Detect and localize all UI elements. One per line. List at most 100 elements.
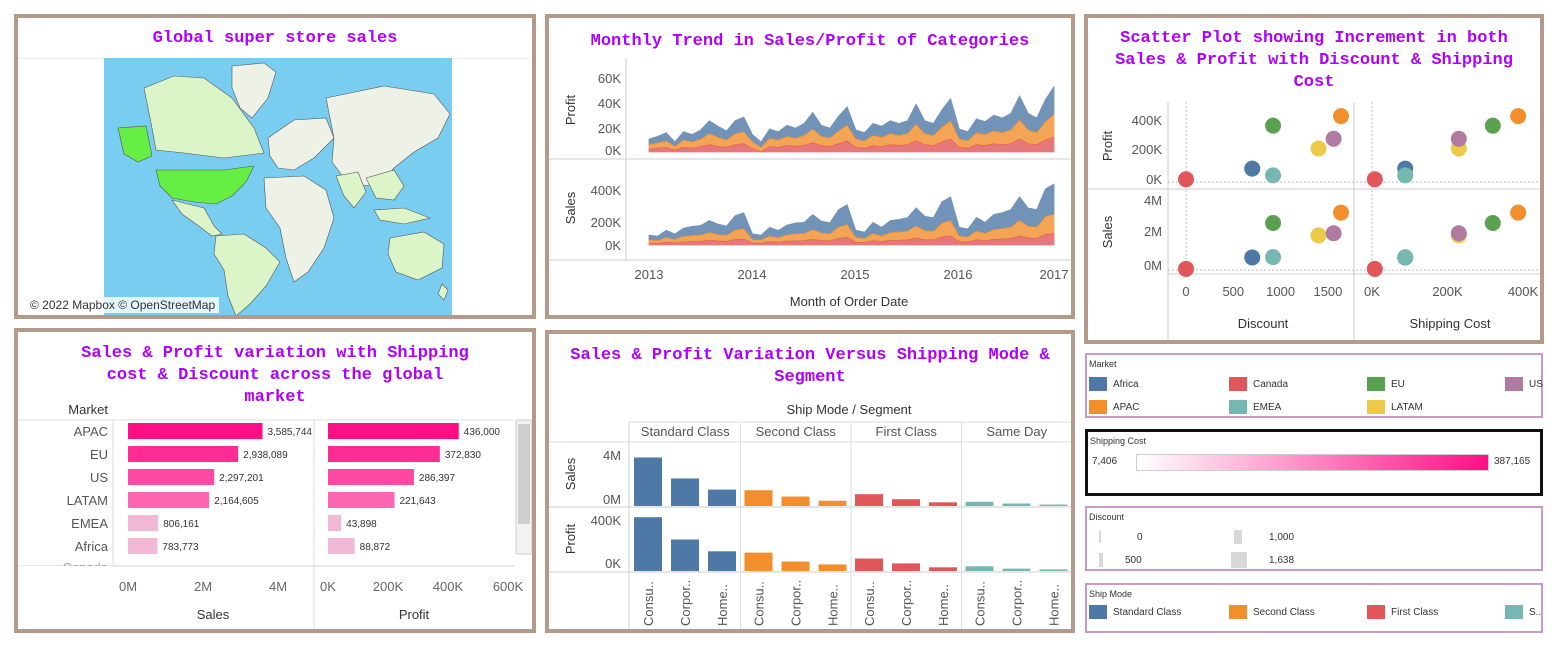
discount-size-500 bbox=[1099, 553, 1103, 567]
shipcost-legend[interactable]: Shipping Cost 7,406 387,165 bbox=[1085, 429, 1543, 496]
ship-ptick-400k: 400K bbox=[591, 513, 622, 528]
legend-item-second[interactable]: Second Class bbox=[1229, 605, 1315, 619]
legend-item-latam[interactable]: LATAM bbox=[1367, 400, 1423, 414]
sales-value-label: 3,585,744 bbox=[267, 427, 312, 438]
scatter-point bbox=[1265, 215, 1281, 231]
market-legend-title: Market bbox=[1089, 359, 1117, 369]
shipmode-chart[interactable]: Ship Mode / Segment Sales Profit 4M 0M 4… bbox=[549, 396, 1071, 630]
discount-legend-title: Discount bbox=[1089, 512, 1124, 522]
shipmode-header-label: Same Day bbox=[986, 424, 1047, 439]
legend-label-canada: Canada bbox=[1253, 379, 1288, 390]
scatter-point bbox=[1178, 171, 1194, 187]
scatter-stick-4m: 4M bbox=[1144, 193, 1162, 208]
trend-stick-0k: 0K bbox=[605, 238, 621, 253]
sales-bar bbox=[819, 501, 847, 506]
shipcost-min: 7,406 bbox=[1092, 456, 1117, 467]
scatter-point bbox=[1485, 118, 1501, 134]
profit-value-label: 436,000 bbox=[464, 427, 501, 438]
scatter-chart[interactable]: Profit Sales 400K 200K 0K 4M 2M 0M Disco… bbox=[1088, 102, 1540, 340]
scatter-ylabel-profit: Profit bbox=[1100, 130, 1115, 161]
profit-bar bbox=[328, 423, 459, 439]
profit-tick: 400K bbox=[433, 579, 464, 594]
sales-bar bbox=[966, 502, 994, 506]
trend-ptick-60k: 60K bbox=[598, 71, 621, 86]
profit-value-label: 43,898 bbox=[346, 519, 377, 530]
profit-bar bbox=[328, 515, 341, 531]
swatch-second bbox=[1229, 605, 1247, 619]
scatter-stick-0m: 0M bbox=[1144, 258, 1162, 273]
discount-size-1000 bbox=[1234, 530, 1242, 544]
trend-year-2017: 2017 bbox=[1040, 267, 1069, 282]
segment-label: Home.. bbox=[715, 584, 730, 626]
market-bar-chart[interactable]: Market Sales Profit APAC 3,585,744 436,000… bbox=[18, 394, 532, 630]
scatter-stick-2m: 2M bbox=[1144, 224, 1162, 239]
scatter-point bbox=[1367, 261, 1383, 277]
segment-label: Corpor.. bbox=[1010, 580, 1025, 626]
ship-ylabel-profit: Profit bbox=[563, 523, 578, 554]
legend-item-emea[interactable]: EMEA bbox=[1229, 400, 1281, 414]
sales-tick: 2M bbox=[194, 579, 212, 594]
shipmode-header-label: Standard Class bbox=[641, 424, 730, 439]
sales-tick: 0M bbox=[119, 579, 137, 594]
shipmode-header-label: First Class bbox=[876, 424, 938, 439]
ship-stick-0m: 0M bbox=[603, 492, 621, 507]
map-credit[interactable]: © 2022 Mapbox © OpenStreetMap bbox=[26, 297, 219, 313]
legend-item-africa[interactable]: Africa bbox=[1089, 377, 1139, 391]
segment-label: Corpor.. bbox=[789, 580, 804, 626]
sales-axis-label: Sales bbox=[197, 607, 230, 622]
scatter-point bbox=[1485, 215, 1501, 231]
profit-bar bbox=[892, 563, 920, 571]
discount-tick: 0 bbox=[1182, 284, 1189, 299]
profit-bar bbox=[328, 492, 394, 508]
profit-tick: 200K bbox=[373, 579, 404, 594]
scatter-point bbox=[1510, 108, 1526, 124]
discount-size-1638 bbox=[1231, 552, 1247, 568]
scatter-point bbox=[1178, 261, 1194, 277]
scatter-ptick-400k: 400K bbox=[1132, 113, 1163, 128]
scatter-ptick-200k: 200K bbox=[1132, 142, 1163, 157]
world-map[interactable] bbox=[104, 58, 452, 319]
scatter-point bbox=[1310, 227, 1326, 243]
scatter-point bbox=[1510, 205, 1526, 221]
trend-year-2014: 2014 bbox=[738, 267, 767, 282]
scatter-point bbox=[1397, 167, 1413, 183]
sales-value-label: 806,161 bbox=[163, 519, 200, 530]
profit-value-label: 372,830 bbox=[445, 450, 482, 461]
profit-value-label: 286,397 bbox=[419, 473, 456, 484]
scatter-ylabel-sales: Sales bbox=[1100, 215, 1115, 248]
legend-item-sameday[interactable]: S.. bbox=[1505, 605, 1541, 619]
sales-tick: 4M bbox=[269, 579, 287, 594]
shipcost-max: 387,165 bbox=[1494, 456, 1530, 467]
swatch-us bbox=[1505, 377, 1523, 391]
market-label: LATAM bbox=[67, 493, 108, 508]
legend-item-eu[interactable]: EU bbox=[1367, 377, 1405, 391]
discount-size-0 bbox=[1099, 531, 1101, 543]
legend-label-emea: EMEA bbox=[1253, 402, 1281, 413]
trend-chart[interactable]: Profit Sales 60K 40K 20K 0K 400K 200K 0K… bbox=[549, 58, 1071, 316]
sales-value-label: 783,773 bbox=[162, 542, 199, 553]
shipmode-title: Sales & Profit Variation Versus Shipping… bbox=[549, 345, 1071, 389]
shipmode-header: Ship Mode / Segment bbox=[786, 402, 911, 417]
scatter-point bbox=[1367, 171, 1383, 187]
profit-bar bbox=[966, 566, 994, 571]
legend-item-us[interactable]: US bbox=[1505, 377, 1543, 391]
segment-label: Corpor.. bbox=[899, 580, 914, 626]
legend-item-first[interactable]: First Class bbox=[1367, 605, 1438, 619]
legend-item-apac[interactable]: APAC bbox=[1089, 400, 1140, 414]
scatter-point bbox=[1265, 167, 1281, 183]
market-label: EMEA bbox=[71, 516, 108, 531]
trend-year-2016: 2016 bbox=[944, 267, 973, 282]
swatch-emea bbox=[1229, 400, 1247, 414]
market-label: US bbox=[90, 470, 108, 485]
map-panel: Global super store sales © 2022 Mapbox ©… bbox=[14, 14, 536, 319]
scatter-point bbox=[1451, 225, 1467, 241]
scatter-point bbox=[1333, 108, 1349, 124]
profit-bar bbox=[328, 469, 414, 485]
market-label: EU bbox=[90, 447, 108, 462]
legend-item-canada[interactable]: Canada bbox=[1229, 377, 1288, 391]
legend-label-latam: LATAM bbox=[1391, 402, 1423, 413]
market-row-header: Market bbox=[68, 402, 108, 417]
profit-tick: 600K bbox=[493, 579, 524, 594]
legend-item-standard[interactable]: Standard Class bbox=[1089, 605, 1181, 619]
scatter-panel: Scatter Plot showing Increment in both S… bbox=[1084, 14, 1544, 344]
